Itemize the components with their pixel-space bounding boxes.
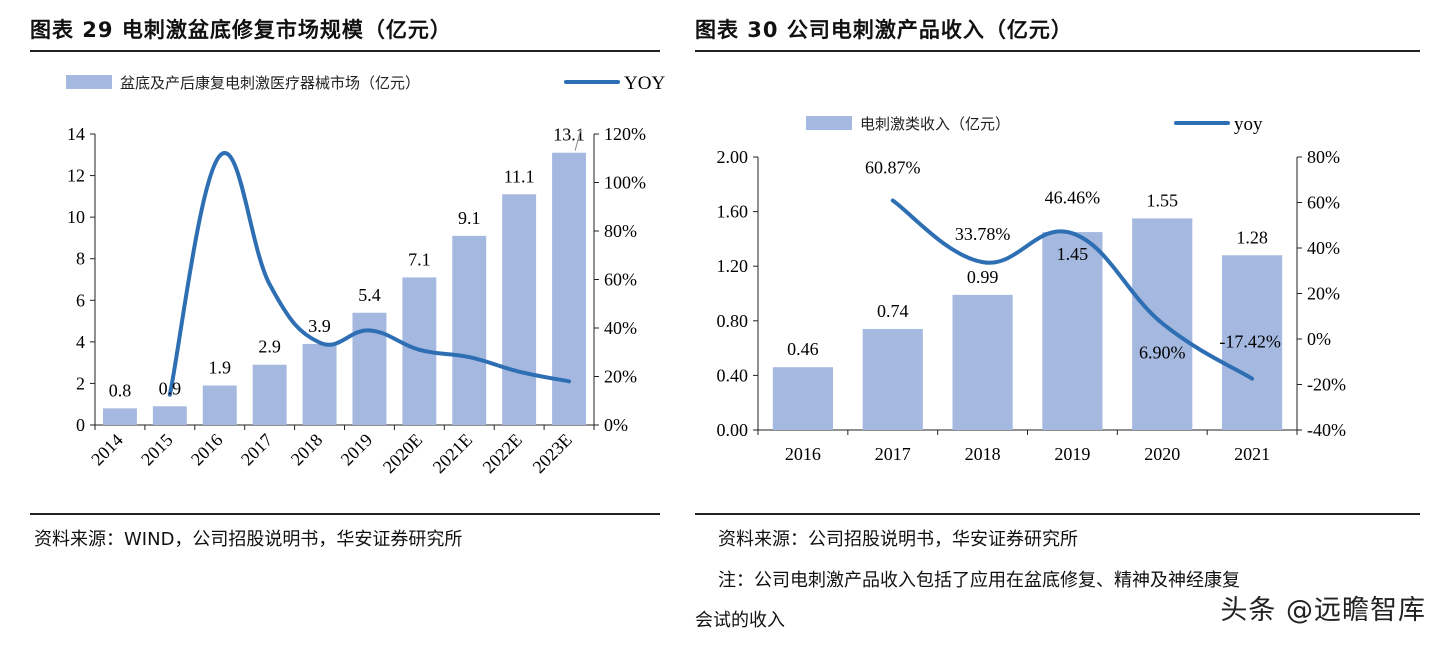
left-legend-bar-label: 盆底及产后康复电刺激医疗器械市场（亿元） [120,74,420,92]
left-bar [502,194,537,425]
right-bar [1042,232,1103,430]
left-xtick-label: 2023E [529,430,576,477]
right-bar-value-label: 0.74 [877,301,909,321]
left-ytick-label: 0 [76,415,85,435]
left-bar [302,343,337,425]
left-xtick-label: 2017 [237,430,277,470]
right-yoy-value-label: 46.46% [1045,187,1101,207]
left-legend-line-label: YOY [624,73,665,94]
left-y2tick-label: 80% [604,221,637,241]
left-title-rule [30,50,660,52]
left-y2tick-label: 40% [604,318,637,338]
left-data-label-leader [574,128,582,151]
right-bar [862,328,923,430]
right-bar-value-label: 1.45 [1057,244,1089,264]
right-ytick-label: 2.00 [717,147,749,167]
left-bar-value-label: 3.9 [308,316,331,336]
right-yoy-value-label: 33.78% [955,224,1011,244]
left-bar [102,408,137,425]
left-bar-value-label: 5.4 [358,285,381,305]
right-bar-value-label: 1.28 [1236,227,1268,247]
right-footnote-line-2: 会试的收入 [695,610,785,631]
left-y2tick-label: 0% [604,415,628,435]
left-y2tick-label: 60% [604,270,637,290]
right-bar [1221,255,1283,430]
right-bar [772,367,834,430]
right-yoy-value-label: 6.90% [1139,342,1186,362]
right-bar-value-label: 1.55 [1147,190,1179,210]
right-bar-value-label: 0.99 [967,267,999,287]
left-ytick-label: 2 [76,373,85,393]
left-bar-value-label: 2.9 [258,337,281,357]
left-bar [202,385,237,425]
left-source-rule [30,513,660,515]
left-ytick-label: 8 [76,249,85,269]
left-ytick-label: 12 [67,166,85,186]
left-yoy-line [167,151,572,397]
left-xtick-label: 2016 [187,430,227,470]
left-ytick-label: 14 [67,124,85,144]
left-chart-title: 图表 29 电刺激盆底修复市场规模（亿元） [30,18,452,42]
right-chart-title: 图表 30 公司电刺激产品收入（亿元） [695,18,1073,42]
left-ytick-label: 6 [76,290,85,310]
left-xtick-label: 2018 [287,430,327,470]
left-bar-value-label: 9.1 [458,208,481,228]
right-legend-bar-label: 电刺激类收入（亿元） [860,115,1010,133]
left-bar [252,364,287,425]
left-bar-value-label: 11.1 [504,166,535,186]
watermark: 头条 @远瞻智库 [1220,595,1426,626]
left-bar [552,152,587,425]
left-bar-value-label: 0.8 [109,380,132,400]
left-y2tick-label: 20% [604,367,637,387]
left-source-note: 资料来源：WIND，公司招股说明书，华安证券研究所 [34,529,463,550]
right-xtick-label: 2017 [875,444,911,464]
right-source-note: 资料来源：公司招股说明书，华安证券研究所 [718,529,1078,550]
right-ytick-label: 0.80 [717,311,749,331]
right-y2tick-label: 80% [1307,147,1340,167]
right-bar-value-label: 0.46 [787,339,819,359]
left-ytick-label: 4 [76,332,85,352]
right-xtick-label: 2018 [965,444,1001,464]
right-bar [952,294,1013,430]
right-title-rule [695,50,1420,52]
right-ytick-label: 0.40 [717,365,749,385]
right-y2tick-label: 60% [1307,193,1340,213]
right-y2tick-label: -40% [1307,420,1346,440]
right-xtick-label: 2021 [1234,444,1270,464]
right-xtick-label: 2020 [1144,444,1180,464]
left-bar-value-label: 7.1 [408,249,431,269]
right-ytick-label: 1.20 [717,256,749,276]
right-legend-line-label: yoy [1234,114,1263,135]
right-yoy-line [890,198,1255,381]
right-y2tick-label: 20% [1307,284,1340,304]
left-y2tick-label: 120% [604,124,646,144]
right-y2tick-label: -20% [1307,375,1346,395]
right-y2tick-label: 0% [1307,329,1331,349]
left-ytick-label: 10 [67,207,85,227]
left-y2tick-label: 100% [604,173,646,193]
left-bar-value-label: 0.9 [159,378,182,398]
left-legend-bar-swatch [66,75,112,89]
left-bar [452,235,487,425]
left-xtick-label: 2022E [479,430,526,477]
left-bar [152,406,187,425]
right-footnote-line-1: 注：公司电刺激产品收入包括了应用在盆底修复、精神及神经康复 [718,570,1240,591]
left-bar-value-label: 13.1 [553,125,585,145]
right-legend-bar-swatch [806,116,852,130]
left-xtick-label: 2019 [337,430,377,470]
right-xtick-label: 2016 [785,444,821,464]
left-xtick-label: 2014 [87,430,127,470]
right-ytick-label: 0.00 [717,420,749,440]
left-xtick-label: 2021E [429,430,476,477]
left-xtick-label: 2015 [137,430,177,470]
right-ytick-label: 1.60 [717,202,749,222]
right-y2tick-label: 40% [1307,238,1340,258]
right-xtick-label: 2019 [1054,444,1090,464]
right-source-rule [695,513,1420,515]
right-yoy-value-label: 60.87% [865,158,921,178]
left-bar-value-label: 1.9 [209,358,232,378]
left-xtick-label: 2020E [379,430,426,477]
right-yoy-value-label: -17.42% [1219,332,1281,352]
